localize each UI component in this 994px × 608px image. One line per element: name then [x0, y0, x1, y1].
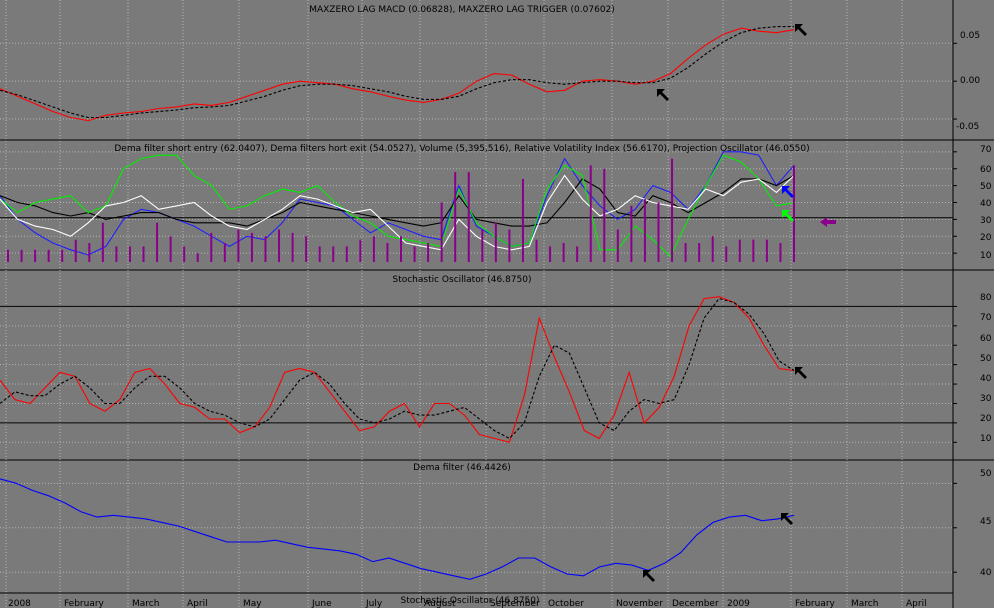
- panel-2-ytick: 60: [980, 165, 992, 175]
- panel-3-ytick: 80: [980, 293, 992, 303]
- month-label: August: [424, 599, 456, 608]
- month-label: February: [795, 599, 836, 608]
- panel-2-ytick: 40: [980, 199, 992, 209]
- panel-2-ytick: 10: [980, 251, 992, 261]
- dema-filters-hort-exit-line: [0, 175, 795, 227]
- panel-3-ytick: 40: [980, 374, 992, 384]
- panel-4-ytick: 40: [980, 568, 992, 578]
- month-label: February: [64, 599, 105, 608]
- stochastic-oscillator-signal-line: [0, 297, 795, 440]
- panel-3-ytick: 10: [980, 434, 992, 444]
- month-label: December: [672, 599, 719, 608]
- panel-3-ytick: 30: [980, 394, 992, 404]
- arrow-black-icon: [795, 367, 807, 379]
- panel-2-ytick: 30: [980, 216, 992, 226]
- month-label: May: [243, 599, 262, 608]
- panel-4-ytick: 45: [980, 517, 991, 527]
- bottom-overlay-label: Stochastic Oscillator (46.8750): [400, 596, 539, 606]
- panel-macd-ytick: -0.05: [956, 122, 979, 132]
- month-label: April: [906, 599, 927, 608]
- arrow-green-icon: [782, 210, 794, 222]
- panel-macd: MAXZERO LAG MACD (0.06828), MAXZERO LAG …: [309, 5, 980, 132]
- stochastic-oscillator-line: [0, 296, 795, 443]
- panel-2-ytick: 50: [980, 182, 992, 192]
- dema-filter-line: [0, 478, 795, 580]
- panel-3-ytick: 50: [980, 354, 992, 364]
- panel-macd-ytick: 0.00: [960, 76, 980, 86]
- relative-volatility-index-line: [0, 154, 795, 258]
- month-label: 2008: [8, 599, 31, 608]
- arrow-black-icon: [781, 513, 793, 525]
- panel-dema-volume-rvi: Dema filter short entry (62.0407), Dema …: [114, 144, 991, 261]
- panel-3-ytick: 60: [980, 334, 992, 344]
- panel-stochastic-title: Stochastic Oscillator (46.8750): [392, 275, 531, 285]
- month-label: March: [132, 599, 159, 608]
- month-axis: 2008 February March April May June July …: [8, 596, 927, 608]
- projection-oscillator-line: [0, 174, 795, 251]
- panel-3-ytick: 70: [980, 313, 992, 323]
- month-label: November: [616, 599, 663, 608]
- month-label: September: [490, 599, 540, 608]
- panel-3-ytick: 20: [980, 414, 992, 424]
- panel-2-ytick: 20: [980, 233, 992, 243]
- panel-4-ytick: 50: [980, 469, 992, 479]
- month-label: April: [187, 599, 208, 608]
- panel-dema-volume-rvi-title: Dema filter short entry (62.0407), Dema …: [114, 144, 809, 154]
- arrow-black-icon: [795, 24, 807, 36]
- maxzero-lag-trigger-line: [0, 26, 794, 119]
- month-label: October: [548, 599, 584, 608]
- series-layer: [0, 26, 953, 580]
- panel-macd-title: MAXZERO LAG MACD (0.06828), MAXZERO LAG …: [309, 5, 615, 15]
- arrow-black-icon: [657, 89, 669, 101]
- panel-dema-filter: Dema filter (46.4426) 50 45 40: [413, 463, 992, 578]
- maxzero-lag-macd-line: [0, 27, 795, 122]
- month-label: March: [851, 599, 878, 608]
- arrow-purple-icon: [820, 217, 836, 227]
- panel-stochastic: Stochastic Oscillator (46.8750) 80 70 60…: [392, 275, 991, 444]
- arrow-black-icon: [643, 570, 655, 582]
- panel-macd-ytick: 0.05: [960, 31, 980, 41]
- month-label: 2009: [727, 599, 750, 608]
- panel-2-ytick: 70: [980, 145, 992, 155]
- month-label: July: [365, 599, 383, 608]
- panel-dema-filter-title: Dema filter (46.4426): [413, 463, 511, 473]
- annotation-arrows: [643, 24, 836, 582]
- month-label: June: [311, 599, 332, 608]
- arrow-blue-icon: [782, 186, 794, 198]
